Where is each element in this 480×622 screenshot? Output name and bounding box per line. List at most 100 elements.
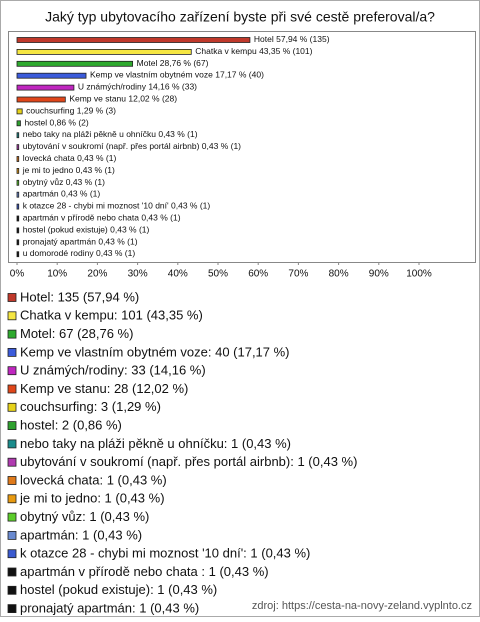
bar (16, 179, 20, 186)
legend-label: U známých/rodiny: 33 (14,16 %) (20, 363, 206, 378)
category-label: Chatka v kempu (195, 46, 257, 56)
legend-swatch (7, 531, 17, 540)
bar (16, 203, 20, 210)
bar-label: couchsurfing 1,29 % (3) (26, 106, 116, 116)
x-tick-label: 0% (10, 269, 25, 280)
bar-label: hostel (pokud existuje) 0,43 % (1) (23, 225, 150, 235)
legend-label: k otazce 28 - chybi mi moznost '10 dní':… (20, 546, 310, 561)
bar (16, 215, 20, 222)
bar-label: hostel 0,86 % (2) (24, 118, 88, 128)
bar (16, 72, 87, 79)
bar (16, 108, 23, 115)
value-label: 14,16 % (33) (148, 82, 197, 92)
value-label: 0,43 % (1) (98, 237, 137, 247)
value-label: 12,02 % (28) (128, 94, 177, 104)
bar (16, 84, 75, 91)
legend-swatch (7, 585, 17, 595)
bar-label: ubytování v soukromí (např. přes portál … (23, 141, 241, 151)
value-label: 0,43 % (1) (141, 213, 180, 223)
legend-swatch (7, 293, 17, 302)
legend-label: couchsurfing: 3 (1,29 %) (20, 399, 161, 414)
legend-label: apartmán: 1 (0,43 %) (20, 527, 142, 542)
category-label: nebo taky na pláži pěkně u ohníčku (23, 129, 157, 139)
value-label: 0,43 % (1) (158, 129, 197, 139)
legend-label: ubytování v soukromí (např. přes portál … (20, 454, 357, 469)
category-label: Kemp ve stanu (69, 94, 126, 104)
x-tick-label: 20% (87, 269, 107, 280)
bar-label: nebo taky na pláži pěkně u ohníčku 0,43 … (23, 129, 198, 139)
bar-label: U známých/rodiny 14,16 % (33) (78, 82, 197, 92)
bar-label: Kemp ve stanu 12,02 % (28) (69, 94, 177, 104)
value-label: 0,43 % (1) (76, 165, 115, 175)
bar (16, 251, 20, 258)
legend-swatch (7, 549, 17, 559)
category-label: couchsurfing (26, 106, 74, 116)
legend-label: nebo taky na pláži pěkně u ohníčku: 1 (0… (20, 436, 291, 451)
legend-label: Hotel: 135 (57,94 %) (20, 289, 139, 304)
category-label: k otazce 28 - chybi mi moznost '10 dní' (23, 201, 169, 211)
legend-swatch (7, 439, 17, 449)
source: zdroj: https://cesta-na-novy-zeland.vypl… (252, 600, 472, 612)
bar-label: Kemp ve vlastním obytném voze 17,17 % (4… (90, 70, 264, 80)
bar (16, 167, 20, 174)
legend-label: Kemp ve stanu: 28 (12,02 %) (20, 381, 188, 396)
plot-area (8, 31, 476, 263)
value-label: 43,35 % (101) (259, 46, 313, 56)
value-label: 0,86 % (2) (50, 118, 89, 128)
legend-swatch (7, 402, 17, 412)
legend-swatch (7, 311, 17, 321)
legend-label: Chatka v kempu: 101 (43,35 %) (20, 308, 203, 323)
legend-label: pronajatý apartmán: 1 (0,43 %) (20, 601, 199, 616)
bar-label: k otazce 28 - chybi mi moznost '10 dní' … (23, 201, 211, 211)
bar (16, 227, 20, 234)
x-tick-label: 80% (329, 269, 349, 280)
bar (16, 156, 20, 162)
x-tick-label: 50% (208, 269, 228, 280)
legend-label: lovecká chata: 1 (0,43 %) (20, 472, 167, 487)
bar (16, 191, 20, 198)
value-label: 0,43 % (1) (96, 248, 135, 258)
legend-swatch (7, 512, 17, 522)
legend-swatch (7, 476, 17, 485)
bar (16, 144, 20, 151)
category-label: Hotel (254, 34, 274, 44)
legend-label: apartmán v přírodě nebo chata : 1 (0,43 … (20, 564, 269, 579)
bar (16, 60, 134, 67)
bar (16, 120, 21, 127)
value-label: 0,43 % (1) (110, 225, 149, 235)
bar-label: u domorodé rodiny 0,43 % (1) (23, 248, 136, 258)
legend-label: Kemp ve vlastním obytném voze: 40 (17,17… (20, 344, 290, 359)
bar-label: obytný vůz 0,43 % (1) (23, 177, 105, 187)
legend-label: hostel: 2 (0,86 %) (20, 418, 122, 433)
legend-label: je mi to jedno: 1 (0,43 %) (19, 491, 165, 506)
bar-label: Hotel 57,94 % (135) (254, 34, 330, 44)
x-tick-label: 100% (406, 269, 432, 280)
x-tick-label: 60% (248, 269, 268, 280)
x-tick-label: 10% (47, 269, 67, 280)
legend-swatch (7, 366, 17, 376)
legend-label: Motel: 67 (28,76 %) (20, 326, 133, 341)
category-label: apartmán (23, 189, 59, 199)
bar (16, 49, 192, 55)
bar-label: apartmán 0,43 % (1) (23, 189, 101, 199)
legend-swatch (7, 384, 17, 394)
bar (16, 239, 20, 246)
legend-swatch (7, 457, 17, 467)
bar-label: Motel 28,76 % (67) (137, 58, 209, 68)
category-label: je mi to jedno (22, 165, 74, 175)
legend-swatch (7, 567, 17, 577)
value-label: 0,43 % (1) (61, 189, 100, 199)
x-tick-label: 90% (369, 269, 389, 280)
category-label: U známých/rodiny (78, 82, 147, 92)
value-label: 1,29 % (3) (77, 106, 116, 116)
bar (16, 132, 20, 139)
value-label: 17,17 % (40) (215, 70, 264, 80)
category-label: obytný vůz (23, 177, 64, 187)
x-tick-label: 70% (288, 269, 308, 280)
category-label: hostel (24, 118, 47, 128)
chart-title: Jaký typ ubytovacího zařízení byste při … (45, 9, 435, 25)
value-label: 57,94 % (135) (276, 34, 330, 44)
legend-swatch (7, 329, 17, 339)
category-label: apartmán v přírodě nebo chata (23, 213, 142, 223)
